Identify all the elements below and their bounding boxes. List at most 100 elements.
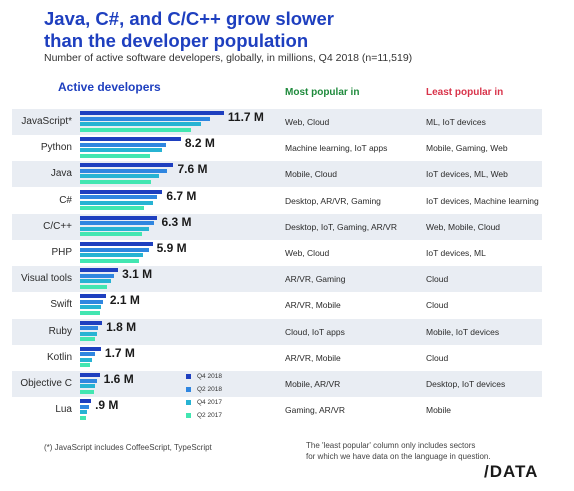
least-popular-python: Mobile, Gaming, Web bbox=[426, 143, 508, 154]
least-popular-java: IoT devices, ML, Web bbox=[426, 169, 508, 180]
footnote-right-line-2: for which we have data on the language i… bbox=[306, 452, 491, 461]
least-popular-objective-c: Desktop, IoT devices bbox=[426, 379, 506, 389]
value-label-objective-c: 1.6 M bbox=[103, 372, 134, 386]
footnote-left: (*) JavaScript includes CoffeeScript, Ty… bbox=[44, 443, 212, 452]
most-popular-c-c: Desktop, IoT, Gaming, AR/VR bbox=[285, 221, 397, 232]
most-popular-lua: Gaming, AR/VR bbox=[285, 405, 345, 416]
active-developers-header: Active developers bbox=[58, 80, 161, 94]
row-background bbox=[12, 371, 542, 397]
most-popular-header: Most popular in bbox=[285, 87, 360, 98]
value-label-javascript: 11.7 M bbox=[227, 110, 264, 124]
category-label-objective-c: Objective C bbox=[20, 378, 72, 389]
most-popular-python: Machine learning, IoT apps bbox=[285, 143, 388, 154]
category-label-swift: Swift bbox=[50, 299, 72, 311]
category-label-java: Java bbox=[50, 168, 72, 180]
bar-swift-q2-2017 bbox=[80, 310, 100, 315]
bar-ruby-q4-2017 bbox=[80, 331, 98, 336]
legend-item-q2-2018: Q2 2018 bbox=[186, 386, 222, 393]
least-popular-php: IoT devices, ML bbox=[426, 248, 486, 258]
bar-swift-q2-2018 bbox=[80, 299, 104, 304]
least-popular-header: Least popular in bbox=[426, 87, 504, 98]
value-label-lua: .9 M bbox=[95, 398, 119, 413]
value-label-swift: 2.1 M bbox=[109, 293, 140, 308]
least-popular-swift: Cloud bbox=[426, 300, 449, 311]
category-label-visual-tools: Visual tools bbox=[21, 273, 72, 285]
bar-python-q2-2018 bbox=[80, 142, 167, 147]
least-popular-kotlin: Cloud bbox=[426, 352, 449, 363]
bar-php-q4-2018 bbox=[80, 242, 153, 246]
bar-kotlin-q4-2017 bbox=[80, 357, 93, 362]
category-label-javascript: JavaScript* bbox=[21, 116, 72, 127]
bar-objective-c-q2-2018 bbox=[80, 378, 98, 383]
bar-php-q2-2017 bbox=[80, 258, 140, 263]
value-label-java: 7.6 M bbox=[177, 162, 208, 177]
bar-visual-tools-q2-2017 bbox=[80, 284, 108, 289]
bar-java-q4-2017 bbox=[80, 174, 159, 179]
bar-java-q4-2018 bbox=[80, 163, 174, 168]
value-label-c: 6.7 M bbox=[166, 188, 197, 203]
legend-item-q4-2018: Q4 2018 bbox=[186, 373, 222, 380]
bar-c-q2-2017 bbox=[80, 206, 144, 211]
bar-ruby-q4-2018 bbox=[80, 320, 103, 325]
bar-c-c-q2-2018 bbox=[80, 221, 154, 226]
value-label-kotlin: 1.7 M bbox=[104, 345, 135, 360]
legend-item-q2-2017: Q2 2017 bbox=[186, 412, 222, 419]
bar-c-c-q4-2017 bbox=[80, 226, 149, 231]
category-label-c-c: C/C++ bbox=[43, 220, 72, 232]
value-label-ruby: 1.8 M bbox=[106, 319, 137, 334]
value-label-python: 8.2 M bbox=[184, 136, 215, 151]
most-popular-objective-c: Mobile, AR/VR bbox=[285, 379, 341, 389]
value-label-c-c: 6.3 M bbox=[161, 214, 192, 229]
legend-label: Q4 2018 bbox=[197, 373, 222, 380]
bar-kotlin-q4-2018 bbox=[80, 346, 101, 351]
most-popular-java: Mobile, Cloud bbox=[285, 169, 337, 180]
bar-java-q2-2017 bbox=[80, 179, 152, 184]
most-popular-c: Desktop, AR/VR, Gaming bbox=[285, 195, 381, 206]
chart-subtitle: Number of active software developers, gl… bbox=[44, 52, 413, 64]
category-label-ruby: Ruby bbox=[48, 325, 72, 337]
category-label-python: Python bbox=[40, 142, 72, 154]
most-popular-swift: AR/VR, Mobile bbox=[285, 300, 341, 311]
bar-c-c-q2-2017 bbox=[80, 232, 142, 237]
data-logo: /DATA bbox=[484, 462, 539, 481]
bar-c-q4-2017 bbox=[80, 200, 153, 205]
bar-php-q2-2018 bbox=[80, 247, 149, 252]
most-popular-php: Web, Cloud bbox=[285, 248, 330, 258]
legend-label: Q2 2018 bbox=[197, 386, 222, 393]
bar-c-q4-2018 bbox=[80, 189, 163, 194]
footnote-right: The 'least popular' column only includes… bbox=[306, 440, 491, 462]
bar-visual-tools-q2-2018 bbox=[80, 273, 115, 278]
bar-lua-q4-2018 bbox=[80, 399, 92, 404]
least-popular-visual-tools: Cloud bbox=[426, 274, 449, 285]
value-label-php: 5.9 M bbox=[156, 241, 187, 255]
category-label-php: PHP bbox=[51, 247, 72, 258]
bar-python-q4-2018 bbox=[80, 137, 181, 142]
legend-swatch-q4-2018 bbox=[186, 373, 191, 379]
bar-javascript-q4-2018 bbox=[80, 111, 224, 115]
legend-item-q4-2017: Q4 2017 bbox=[186, 399, 222, 406]
bar-kotlin-q2-2017 bbox=[80, 363, 90, 368]
most-popular-javascript: Web, Cloud bbox=[285, 117, 330, 127]
legend-swatch-q2-2018 bbox=[186, 386, 191, 392]
least-popular-ruby: Mobile, IoT devices bbox=[426, 326, 500, 337]
value-label-visual-tools: 3.1 M bbox=[122, 267, 153, 282]
bar-python-q4-2017 bbox=[80, 148, 163, 153]
least-popular-c-c: Web, Mobile, Cloud bbox=[426, 221, 501, 232]
category-label-kotlin: Kotlin bbox=[46, 351, 72, 363]
footnote-right-line-1: The 'least popular' column only includes… bbox=[306, 441, 476, 450]
bar-python-q2-2017 bbox=[80, 153, 151, 158]
least-popular-javascript: ML, IoT devices bbox=[426, 117, 486, 127]
chart-title: Java, C#, and C/C++ grow slower than the… bbox=[44, 8, 334, 52]
bar-objective-c-q4-2018 bbox=[80, 373, 100, 377]
most-popular-ruby: Cloud, IoT apps bbox=[285, 326, 345, 337]
title-line-2: than the developer population bbox=[44, 30, 309, 51]
bar-javascript-q4-2017 bbox=[80, 122, 201, 126]
legend-swatch-q4-2017 bbox=[186, 399, 191, 405]
least-popular-c: IoT devices, Machine learning bbox=[426, 195, 539, 206]
title-line-1: Java, C#, and C/C++ grow slower bbox=[44, 8, 334, 29]
bar-php-q4-2017 bbox=[80, 253, 143, 257]
bar-c-c-q4-2018 bbox=[80, 215, 158, 220]
bar-ruby-q2-2018 bbox=[80, 326, 99, 331]
bar-ruby-q2-2017 bbox=[80, 337, 95, 342]
bar-objective-c-q4-2017 bbox=[80, 384, 95, 388]
